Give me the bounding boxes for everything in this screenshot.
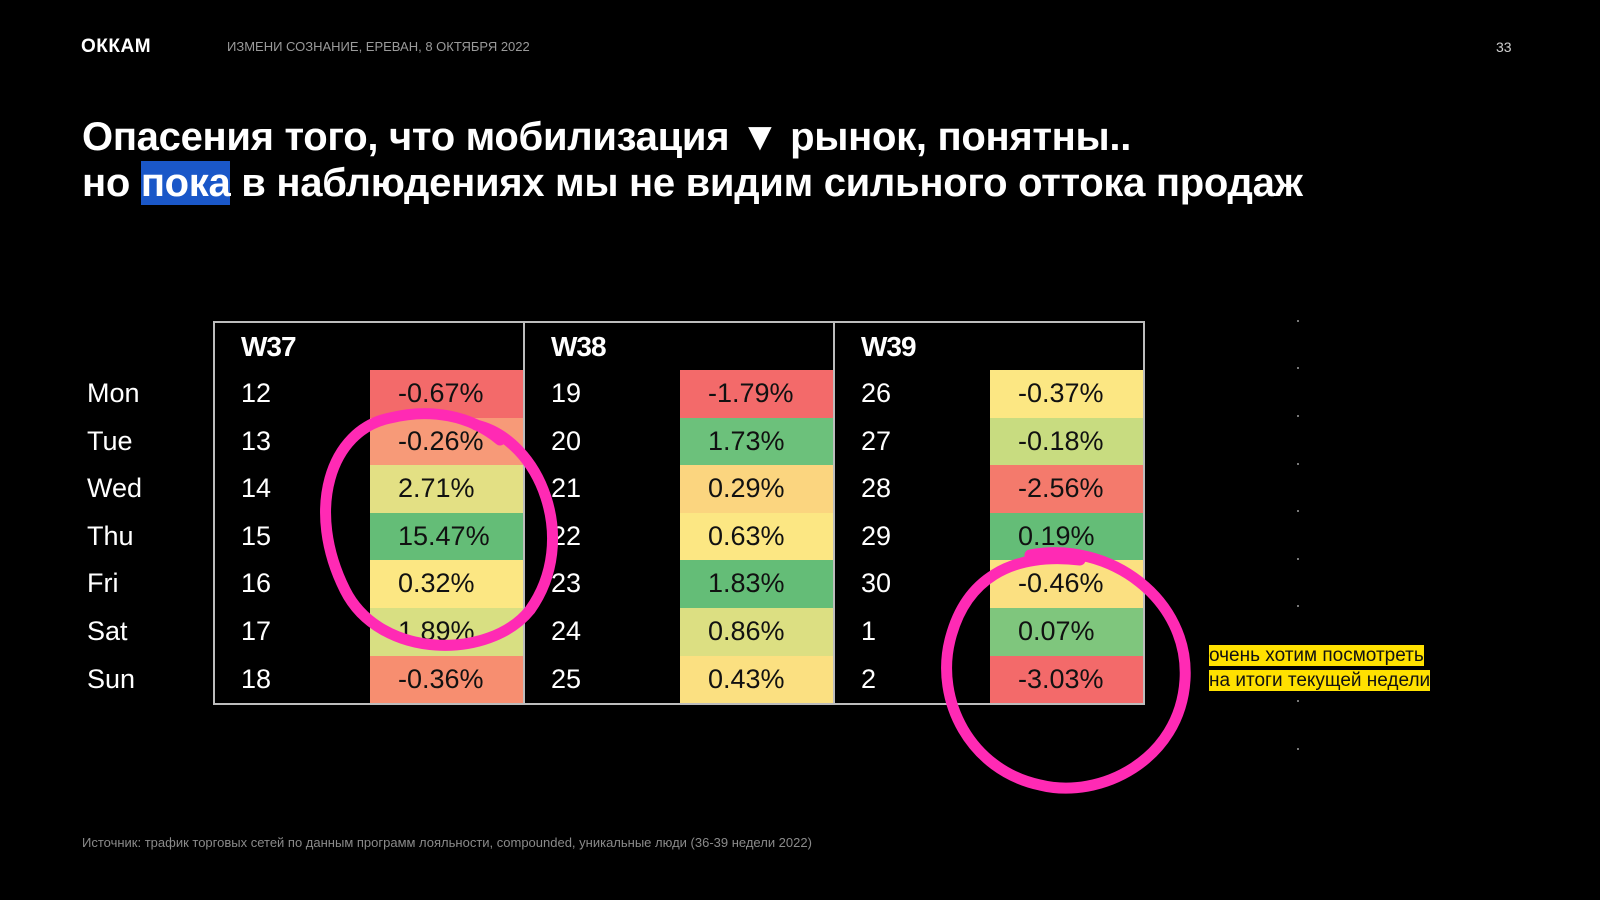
divider-tick — [1297, 748, 1299, 750]
date-cell: 12 — [241, 378, 272, 408]
day-labels: Mon Tue Wed Thu Fri Sat Sun — [87, 370, 142, 703]
date-cell: 15 — [241, 520, 272, 551]
source-footnote: Источник: трафик торговых сетей по данны… — [82, 835, 812, 850]
annotation-circle-w39 — [941, 547, 1191, 794]
week-column: W39 26 -0.37% 27 -0.18% 28 -2.56% 29 0.19% 30 -0.4… — [835, 323, 1143, 704]
week-header: W37 — [241, 331, 297, 362]
date-cell: 19 — [551, 378, 582, 408]
title-line-2-suffix: в наблюдениях мы не видим сильного отток… — [230, 161, 1303, 205]
day-label: Tue — [87, 425, 133, 456]
date-cell: 18 — [241, 663, 272, 694]
change-cell: 0.63% — [680, 512, 833, 561]
table-row: 27 -0.18% — [835, 417, 1143, 466]
table-row: 26 -0.37% — [835, 370, 1143, 418]
date-cell: 1 — [861, 615, 877, 646]
change-cell: 15.47% — [370, 512, 523, 561]
table-row: 12 -0.67% — [215, 370, 523, 418]
change-cell: -0.37% — [990, 370, 1143, 418]
table-row: 25 0.43% — [525, 655, 833, 704]
table-row: 22 0.63% — [525, 512, 833, 561]
okkam-logo: ОККАМ — [81, 36, 152, 57]
date-cell: 21 — [551, 473, 582, 504]
table-row: 1 0.07% — [835, 607, 1143, 656]
divider-tick — [1297, 415, 1299, 417]
table-row: 23 1.83% — [525, 560, 833, 608]
date-cell: 17 — [241, 615, 272, 646]
title-line-1: Опасения того, что мобилизация ▼ рынок, … — [82, 115, 1132, 159]
annotation-circle-w37 — [320, 408, 558, 651]
divider-tick — [1297, 605, 1299, 607]
date-cell: 2 — [861, 663, 877, 694]
change-cell: -2.56% — [990, 465, 1143, 513]
page-number: 33 — [1496, 39, 1512, 55]
table-row: 28 -2.56% — [835, 465, 1143, 513]
table-row: 15 15.47% — [215, 512, 523, 561]
date-cell: 16 — [241, 568, 272, 599]
change-cell: 0.86% — [680, 607, 833, 656]
week-header: W39 — [861, 331, 917, 362]
title-line-2: но пока в наблюдениях мы не видим сильно… — [82, 160, 1303, 206]
title-highlight: пока — [140, 161, 231, 205]
change-cell: -1.79% — [680, 370, 833, 418]
table-row: 16 0.32% — [215, 560, 523, 608]
date-cell: 29 — [861, 520, 892, 551]
date-cell: 23 — [551, 568, 582, 599]
day-label: Thu — [87, 520, 134, 551]
event-caption: ИЗМЕНИ СОЗНАНИЕ, ЕРЕВАН, 8 ОКТЯБРЯ 2022 — [227, 39, 530, 54]
table-row: 19 -1.79% — [525, 370, 833, 418]
note-line-1: очень хотим посмотреть — [1209, 645, 1424, 666]
title-line-2-prefix: но — [82, 161, 141, 205]
date-cell: 28 — [861, 473, 892, 504]
divider-tick — [1297, 463, 1299, 465]
table-row: 21 0.29% — [525, 465, 833, 513]
table-row: 2 -3.03% — [835, 655, 1143, 704]
change-cell: -0.67% — [370, 370, 523, 418]
table-row: 24 0.86% — [525, 607, 833, 656]
change-cell: 0.32% — [370, 560, 523, 608]
change-cell: 1.73% — [680, 417, 833, 466]
change-cell: 2.71% — [370, 465, 523, 513]
date-cell: 26 — [861, 378, 892, 408]
date-cell: 13 — [241, 425, 272, 456]
day-label: Wed — [87, 473, 143, 504]
divider-tick — [1297, 558, 1299, 560]
day-label: Mon — [87, 378, 140, 408]
divider-tick — [1297, 320, 1299, 322]
date-cell: 14 — [241, 473, 272, 504]
change-cell: -0.36% — [370, 655, 523, 704]
divider-tick — [1297, 510, 1299, 512]
date-cell: 27 — [861, 425, 892, 456]
table-row: 18 -0.36% — [215, 655, 523, 704]
slide-title: Опасения того, что мобилизация ▼ рынок, … — [82, 114, 1303, 206]
change-cell: 1.83% — [680, 560, 833, 608]
table-row: 14 2.71% — [215, 465, 523, 513]
date-cell: 20 — [551, 425, 582, 456]
change-cell: -0.18% — [990, 417, 1143, 466]
day-label: Fri — [87, 568, 119, 599]
date-cell: 25 — [551, 663, 582, 694]
date-cell: 30 — [861, 568, 892, 599]
week-column: W38 19 -1.79% 20 1.73% 21 0.29% 22 0.63% 23 1.83% 2… — [525, 323, 835, 704]
day-label: Sun — [87, 663, 136, 694]
divider-tick — [1297, 367, 1299, 369]
table-row: 20 1.73% — [525, 417, 833, 466]
change-cell: 0.07% — [990, 607, 1143, 656]
change-cell: 0.29% — [680, 465, 833, 513]
note-line-2: на итоги текущей недели — [1209, 670, 1431, 691]
change-cell: 0.43% — [680, 655, 833, 704]
divider-tick — [1297, 700, 1299, 702]
day-label: Sat — [87, 615, 128, 646]
change-cell: -3.03% — [990, 655, 1143, 704]
note-callout: очень хотим посмотреть на итоги текущей … — [1209, 643, 1431, 693]
week-header: W38 — [551, 331, 607, 362]
date-cell: 24 — [551, 615, 582, 646]
